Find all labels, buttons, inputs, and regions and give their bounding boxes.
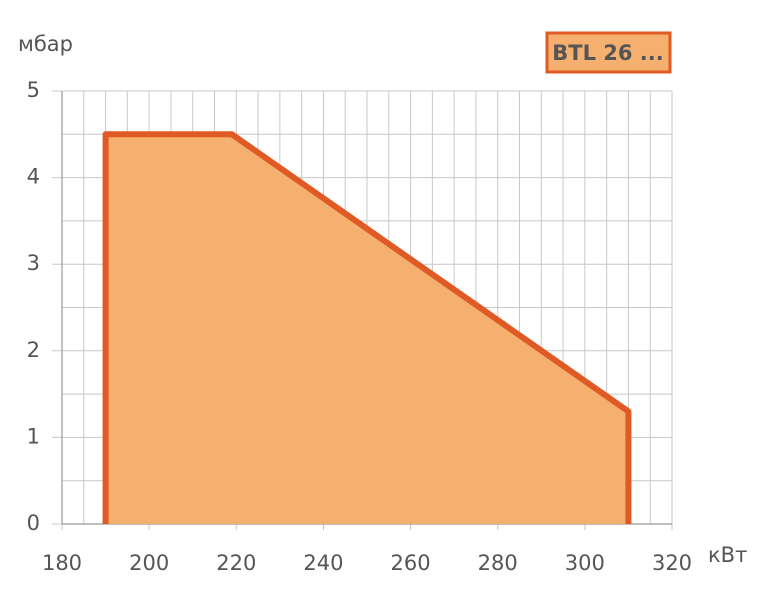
x-tick-label: 280	[478, 551, 518, 575]
x-tick-label: 260	[391, 551, 431, 575]
y-tick-label: 1	[27, 424, 40, 448]
x-tick-label: 200	[129, 551, 169, 575]
y-tick-label: 3	[27, 251, 40, 275]
y-tick-label: 0	[27, 511, 40, 535]
x-tick-label: 220	[216, 551, 256, 575]
x-tick-label: 240	[303, 551, 343, 575]
x-tick-label: 180	[42, 551, 82, 575]
area	[105, 134, 629, 525]
legend-label: BTL 26 ...	[552, 41, 664, 65]
y-axis-label: мбар	[18, 32, 73, 56]
legend-box	[545, 31, 672, 74]
x-tick-label: 300	[565, 551, 605, 575]
y-tick-label: 5	[27, 78, 40, 102]
x-axis-label: кВт	[708, 543, 747, 567]
y-tick-label: 2	[27, 338, 40, 362]
y-tick-label: 4	[27, 165, 40, 189]
area-edge	[102, 131, 632, 524]
x-tick-label: 320	[652, 551, 692, 575]
